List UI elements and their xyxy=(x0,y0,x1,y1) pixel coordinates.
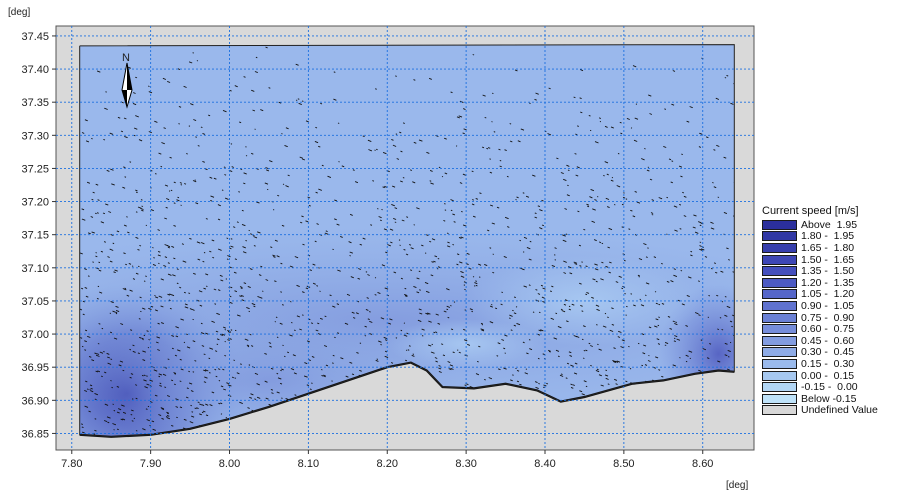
legend-entry: 1.65 - 1.80 xyxy=(762,242,922,254)
legend-label: 1.35 - 1.50 xyxy=(801,265,855,278)
x-tick-label: 8.20 xyxy=(377,458,398,470)
y-tick-label: 36.85 xyxy=(21,428,49,440)
legend-entry: 1.20 - 1.35 xyxy=(762,277,922,289)
legend-entry: Above 1.95 xyxy=(762,219,922,231)
y-tick-label: 37.05 xyxy=(21,296,49,308)
legend-swatch xyxy=(762,289,797,300)
legend-swatch xyxy=(762,242,797,253)
legend-swatch xyxy=(762,312,797,323)
legend-entry: 0.60 - 0.75 xyxy=(762,323,922,335)
legend-label: Below -0.15 xyxy=(801,392,857,405)
y-tick-label: 37.20 xyxy=(21,197,49,209)
legend-entry: Below -0.15 xyxy=(762,393,922,405)
legend-entry: 0.75 - 0.90 xyxy=(762,312,922,324)
x-tick-label: 8.30 xyxy=(455,458,476,470)
north-arrow-icon: N xyxy=(121,52,133,109)
legend-label: 1.05 - 1.20 xyxy=(801,288,855,301)
x-tick-label: 8.50 xyxy=(613,458,634,470)
legend-swatch xyxy=(762,370,797,381)
x-tick-label: 8.40 xyxy=(534,458,555,470)
x-tick-label: 8.60 xyxy=(692,458,713,470)
legend-swatch xyxy=(762,405,797,416)
legend-label: 0.60 - 0.75 xyxy=(801,323,855,336)
legend-swatch xyxy=(762,335,797,346)
y-tick-label: 36.90 xyxy=(21,395,49,407)
legend-swatch xyxy=(762,254,797,265)
legend-entry: 1.35 - 1.50 xyxy=(762,265,922,277)
legend-entry: Undefined Value xyxy=(762,404,922,417)
grid xyxy=(56,26,754,450)
legend-swatch xyxy=(762,358,797,369)
legend-swatch xyxy=(762,393,797,404)
legend-label: 0.15 - 0.30 xyxy=(801,357,855,370)
y-tick-label: 37.45 xyxy=(21,31,49,43)
x-tick-label: 7.80 xyxy=(61,458,82,470)
y-tick-label: 37.10 xyxy=(21,263,49,275)
legend-label: 1.50 - 1.65 xyxy=(801,253,855,266)
legend-swatch xyxy=(762,300,797,311)
legend-label: 0.75 - 0.90 xyxy=(801,311,855,324)
legend-entry: 0.30 - 0.45 xyxy=(762,346,922,359)
legend-entry: 0.90 - 1.05 xyxy=(762,300,922,312)
legend-label: 1.80 - 1.95 xyxy=(801,230,855,243)
legend-entry: 0.45 - 0.60 xyxy=(762,335,922,347)
legend-swatch xyxy=(762,219,797,230)
legend-entry: 1.50 - 1.65 xyxy=(762,254,922,266)
y-tick-label: 36.95 xyxy=(21,362,49,374)
legend-label: 0.90 - 1.05 xyxy=(801,299,855,312)
domain-border xyxy=(79,44,735,438)
y-tick-label: 37.35 xyxy=(21,97,49,109)
y-tick-label: 37.00 xyxy=(21,329,49,341)
legend-label: Above 1.95 xyxy=(801,218,858,231)
x-axis: 7.80 7.90 8.00 8.10 8.20 8.30 8.40 8.50 8.60 xyxy=(61,450,713,470)
north-arrow-label: N xyxy=(122,52,130,64)
x-unit-label: [deg] xyxy=(726,480,748,491)
x-tick-label: 8.00 xyxy=(219,458,240,470)
legend-swatch xyxy=(762,324,797,335)
y-unit-label: [deg] xyxy=(8,7,30,18)
legend-entry: 1.05 - 1.20 xyxy=(762,288,922,301)
legend-entries: Above 1.95 1.80 - 1.95 1.65 - 1.80 1.50 - 1… xyxy=(762,219,922,416)
legend-label: 0.30 - 0.45 xyxy=(801,346,855,359)
y-tick-label: 37.40 xyxy=(21,64,49,76)
legend-label: 1.65 - 1.80 xyxy=(801,241,855,254)
y-tick-label: 37.25 xyxy=(21,163,49,175)
legend-label: Undefined Value xyxy=(801,404,878,417)
legend-label: 1.20 - 1.35 xyxy=(801,276,855,289)
legend-entry: 0.00 - 0.15 xyxy=(762,370,922,382)
legend-title: Current speed [m/s] xyxy=(762,205,859,217)
legend-label: -0.15 - 0.00 xyxy=(801,381,858,394)
legend-swatch xyxy=(762,266,797,277)
legend-label: 0.00 - 0.15 xyxy=(801,369,855,382)
legend-swatch xyxy=(762,347,797,358)
legend-swatch xyxy=(762,231,797,242)
y-tick-label: 37.15 xyxy=(21,230,49,242)
x-tick-label: 8.10 xyxy=(298,458,319,470)
legend: Current speed [m/s] Above 1.95 1.80 - 1.9… xyxy=(762,205,922,416)
legend-entry: 0.15 - 0.30 xyxy=(762,358,922,370)
legend-swatch xyxy=(762,382,797,393)
y-tick-label: 37.30 xyxy=(21,130,49,142)
y-axis: 37.45 37.40 37.35 37.30 37.25 37.20 37.15 37.10… xyxy=(21,31,56,440)
x-tick-label: 7.90 xyxy=(140,458,161,470)
legend-swatch xyxy=(762,277,797,288)
legend-entry: -0.15 - 0.00 xyxy=(762,381,922,393)
legend-entry: 1.80 - 1.95 xyxy=(762,230,922,243)
legend-label: 0.45 - 0.60 xyxy=(801,334,855,347)
